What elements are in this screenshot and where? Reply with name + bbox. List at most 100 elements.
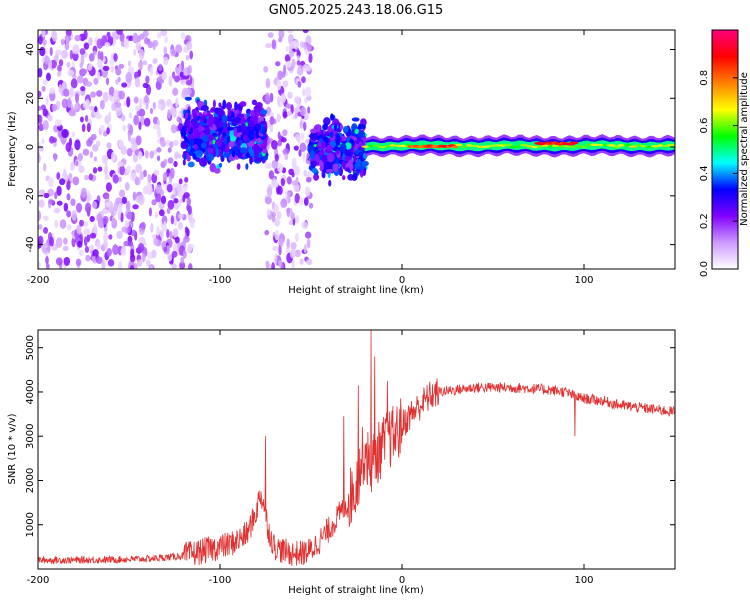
heatmap-noise-speckle [82, 148, 90, 156]
heatmap-noise-speckle [167, 199, 175, 210]
heatmap-noise-speckle [274, 217, 281, 227]
heatmap-noise-speckle [156, 146, 162, 153]
colorbar-tick-label: 0.2 [699, 213, 710, 229]
heatmap-noise-speckle [291, 259, 295, 269]
heatmap-noise-speckle [308, 53, 313, 64]
heatmap-burst-cell [240, 123, 247, 130]
heatmap-noise-speckle [63, 256, 71, 266]
heatmap-burst-cell [358, 130, 366, 138]
heatmap-noise-speckle [156, 155, 161, 162]
heatmap-noise-speckle [177, 222, 183, 230]
heatmap-noise-speckle [301, 76, 306, 84]
heatmap-burst-cell [202, 116, 206, 122]
heatmap-burst-cell [318, 150, 325, 156]
heatmap-noise-speckle [121, 196, 127, 205]
heatmap-noise-speckle [42, 30, 46, 38]
heatmap-noise-speckle [121, 226, 128, 233]
heatmap-noise-speckle [61, 49, 68, 60]
heatmap-noise-speckle [47, 114, 53, 122]
heatmap-noise-speckle [286, 207, 291, 218]
heatmap-burst-cell [222, 99, 227, 110]
heatmap-burst-cell [248, 146, 253, 155]
heatmap-noise-speckle [141, 252, 146, 263]
heatmap-noise-speckle [183, 192, 190, 199]
heatmap-noise-speckle [160, 30, 168, 37]
heatmap-noise-speckle [80, 86, 86, 92]
heatmap-burst-cell [253, 144, 261, 155]
heatmap-noise-speckle [76, 75, 84, 84]
heatmap-noise-speckle [291, 172, 295, 178]
heatmap-y-tick-label: 0 [25, 144, 36, 150]
heatmap-carrier-cell [650, 145, 660, 148]
heatmap-noise-speckle [88, 105, 95, 111]
heatmap-peak-cell [569, 141, 579, 145]
heatmap-noise-speckle [170, 215, 174, 225]
heatmap-noise-speckle [265, 196, 272, 205]
heatmap-carrier-cell [557, 145, 567, 148]
heatmap-noise-speckle [96, 71, 101, 81]
heatmap-noise-speckle [294, 249, 301, 258]
heatmap-burst-cell [188, 138, 194, 147]
heatmap-noise-speckle [160, 195, 167, 205]
heatmap-noise-speckle [71, 131, 76, 138]
heatmap-noise-speckle [175, 97, 179, 108]
heatmap-noise-speckle [92, 167, 98, 174]
heatmap-noise-speckle [142, 82, 149, 89]
heatmap-noise-speckle [145, 150, 149, 159]
heatmap-noise-speckle [163, 46, 167, 55]
heatmap-noise-speckle [280, 137, 287, 143]
heatmap-noise-speckle [95, 140, 101, 147]
heatmap-noise-speckle [102, 215, 109, 225]
heatmap-noise-speckle [87, 63, 93, 71]
heatmap-burst-cell [352, 172, 358, 181]
heatmap-noise-speckle [126, 211, 133, 220]
colorbar-tick-label: 0.6 [699, 118, 710, 134]
heatmap-noise-speckle [118, 140, 125, 149]
heatmap-noise-speckle [291, 58, 296, 69]
heatmap-noise-speckle [137, 242, 145, 252]
heatmap-noise-speckle [158, 99, 165, 105]
heatmap-noise-speckle [66, 210, 72, 218]
heatmap-noise-speckle [183, 66, 189, 77]
heatmap-noise-speckle [286, 30, 294, 34]
heatmap-carrier-cell [590, 143, 600, 146]
heatmap-noise-speckle [169, 167, 175, 179]
heatmap-noise-speckle [295, 232, 299, 243]
heatmap-burst-cell [227, 108, 232, 117]
heatmap-noise-speckle [303, 121, 307, 132]
snr-frame [37, 329, 676, 570]
heatmap-noise-speckle [41, 243, 48, 249]
heatmap-x-tick-label: 100 [574, 275, 593, 286]
heatmap-noise-speckle [154, 211, 159, 219]
heatmap-noise-speckle [140, 221, 146, 230]
heatmap-noise-speckle [158, 209, 165, 217]
heatmap-noise-speckle [119, 165, 125, 176]
heatmap-noise-speckle [84, 236, 88, 247]
heatmap-frame [37, 29, 676, 270]
heatmap-noise-speckle [282, 111, 288, 118]
heatmap-noise-speckle [293, 107, 300, 114]
heatmap-noise-speckle [129, 253, 136, 263]
heatmap-noise-speckle [139, 33, 145, 40]
heatmap-burst-cell [335, 133, 341, 143]
heatmap-noise-speckle [298, 149, 302, 157]
heatmap-noise-speckle [93, 224, 98, 235]
heatmap-noise-speckle [282, 80, 289, 88]
heatmap-noise-speckle [89, 232, 97, 239]
snr-panel: -200 -100 0 100 1000 2000 3000 4000 5000 Height… [7, 329, 676, 596]
heatmap-noise-speckle [69, 49, 73, 60]
heatmap-noise-speckle [38, 261, 41, 269]
heatmap-noise-speckle [303, 169, 308, 177]
heatmap-noise-speckle [291, 157, 297, 167]
heatmap-noise-speckle [187, 64, 193, 75]
heatmap-burst-cell [325, 168, 334, 174]
heatmap-noise-speckle [102, 91, 109, 103]
heatmap-noise-speckle [79, 62, 83, 69]
heatmap-noise-speckle [63, 237, 68, 245]
heatmap-noise-speckle [283, 64, 287, 75]
heatmap-noise-speckle [44, 55, 50, 65]
heatmap-noise-speckle [104, 174, 110, 181]
heatmap-noise-speckle [68, 109, 76, 117]
heatmap-noise-speckle [134, 77, 141, 88]
